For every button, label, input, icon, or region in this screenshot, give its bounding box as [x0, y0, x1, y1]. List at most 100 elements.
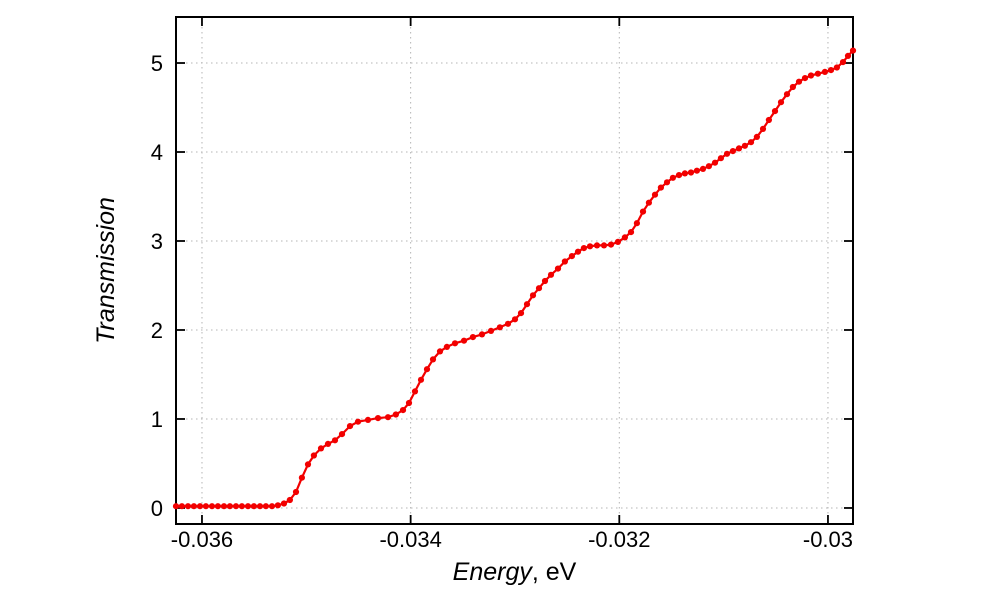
y-tick-label-0: 0: [151, 496, 163, 521]
data-point: [729, 148, 737, 155]
y-tick-label-2: 2: [151, 318, 163, 343]
data-point: [839, 59, 847, 66]
data-point: [765, 116, 773, 124]
data-point: [723, 150, 731, 157]
data-point: [844, 52, 852, 60]
data-point: [607, 241, 615, 248]
data-point: [753, 133, 761, 140]
data-point: [705, 163, 713, 170]
series-transmission-points: [172, 47, 857, 510]
data-point: [645, 199, 653, 206]
data-point: [561, 258, 569, 265]
data-point: [346, 423, 354, 430]
data-point: [669, 174, 677, 181]
y-axis-title: Transmission: [92, 197, 120, 344]
data-point: [226, 503, 233, 510]
data-point: [639, 208, 647, 215]
data-point: [517, 310, 525, 317]
data-point: [759, 125, 767, 132]
plot-frame: [175, 16, 854, 525]
data-point: [429, 356, 437, 363]
data-point: [331, 437, 339, 444]
data-point: [547, 271, 555, 278]
data-point: [627, 229, 635, 236]
data-point: [460, 337, 468, 344]
data-point: [374, 415, 382, 422]
data-point: [354, 418, 362, 425]
data-point: [178, 503, 185, 510]
data-point: [436, 348, 444, 355]
data-point: [580, 245, 588, 252]
data-point: [196, 503, 204, 510]
data-point: [711, 159, 719, 166]
series-transmission-line: [174, 49, 855, 508]
data-point: [423, 366, 431, 373]
data-point: [535, 285, 543, 292]
data-point: [451, 340, 459, 347]
data-point: [735, 145, 743, 152]
data-point: [298, 474, 305, 481]
x-axis-title: Energy, eV: [453, 558, 577, 586]
data-point: [405, 399, 413, 407]
data-point: [504, 320, 512, 327]
data-point: [268, 503, 276, 510]
data-point: [384, 414, 392, 421]
data-point: [292, 488, 300, 496]
data-point: [244, 503, 252, 510]
data-point: [827, 67, 835, 74]
y-tick-label-5: 5: [151, 51, 163, 76]
data-point: [324, 440, 332, 447]
data-point: [849, 47, 857, 54]
data-point: [250, 503, 257, 510]
data-point: [657, 184, 665, 191]
data-point: [214, 503, 221, 510]
x-tick-label-0: -0.036: [171, 527, 233, 552]
data-point: [286, 496, 293, 504]
y-tick-label-4: 4: [151, 140, 163, 165]
data-point: [417, 376, 425, 383]
data-point: [496, 324, 503, 331]
data-point: [568, 253, 576, 260]
data-point: [190, 503, 197, 510]
data-point: [574, 248, 582, 255]
data-point: [554, 265, 562, 272]
data-point: [699, 165, 707, 172]
data-point: [600, 242, 608, 249]
x-tick-label-2: -0.032: [588, 527, 650, 552]
data-point: [687, 169, 695, 176]
data-point: [771, 108, 779, 115]
y-tick-label-3: 3: [151, 229, 163, 254]
data-point: [317, 445, 325, 452]
data-point: [232, 503, 240, 510]
data-point: [364, 416, 372, 423]
data-point: [586, 243, 594, 250]
data-point: [411, 388, 419, 395]
data-point: [202, 503, 209, 510]
data-point: [256, 503, 264, 510]
data-point: [801, 75, 809, 82]
data-point: [663, 179, 671, 186]
data-point: [392, 411, 399, 418]
data-point: [208, 503, 216, 510]
data-point: [443, 343, 450, 350]
data-point: [238, 503, 245, 510]
data-point: [593, 242, 601, 249]
data-point: [399, 407, 407, 414]
data-point: [304, 461, 312, 468]
data-point: [777, 99, 785, 106]
data-point: [614, 238, 622, 245]
data-point: [220, 503, 228, 510]
data-point: [529, 292, 537, 299]
data-point: [747, 139, 755, 146]
data-point: [741, 142, 749, 149]
data-point: [833, 64, 841, 71]
data-point: [807, 72, 815, 79]
data-point: [795, 78, 803, 85]
y-tick-label-1: 1: [151, 407, 163, 432]
data-point: [338, 431, 346, 438]
data-point: [621, 234, 629, 241]
data-point: [783, 91, 791, 98]
data-point: [478, 331, 486, 338]
data-point: [651, 191, 659, 198]
